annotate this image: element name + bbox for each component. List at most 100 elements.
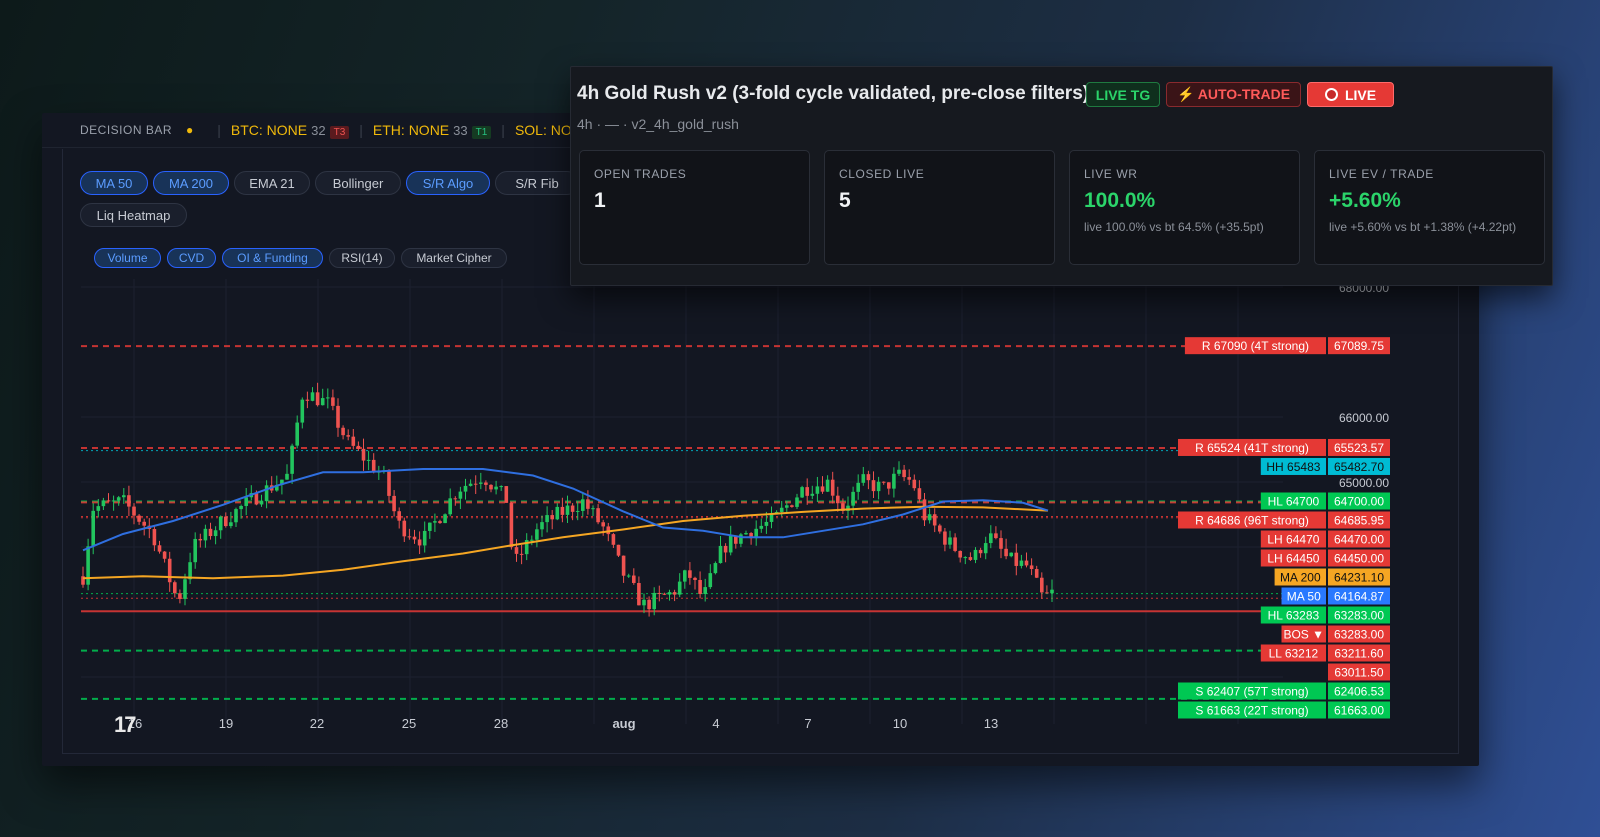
candle xyxy=(366,459,371,461)
candle xyxy=(1009,552,1013,557)
candle xyxy=(846,505,850,511)
candle xyxy=(586,499,590,509)
price-tag xyxy=(1328,337,1390,355)
candle xyxy=(152,529,157,546)
candle xyxy=(932,514,937,526)
candle xyxy=(683,570,687,582)
candle xyxy=(575,510,580,512)
live-tg-badge[interactable]: LIVE TG xyxy=(1086,82,1160,107)
candle xyxy=(830,479,835,496)
ma200-line xyxy=(82,505,1049,580)
candle xyxy=(132,506,136,516)
price-tag xyxy=(1328,530,1390,548)
candle xyxy=(433,521,437,523)
price-tag xyxy=(1328,549,1390,567)
candle xyxy=(1034,569,1039,578)
level-tag xyxy=(1178,438,1326,456)
candle xyxy=(1029,565,1034,570)
toggle-ema21[interactable]: EMA 21 xyxy=(234,171,310,195)
price-tag-label: 61663.00 xyxy=(1334,704,1384,718)
card-value: 5 xyxy=(839,189,851,212)
candle xyxy=(1004,548,1008,557)
pane-oi-funding[interactable]: OI & Funding xyxy=(222,248,323,268)
candle xyxy=(647,599,651,610)
candle xyxy=(290,445,294,474)
pane-rsi[interactable]: RSI(14) xyxy=(329,248,395,268)
candle xyxy=(871,480,876,492)
price-tag xyxy=(1328,606,1390,624)
decision-btc[interactable]: BTC: NONE 32 T3 xyxy=(231,122,350,139)
price-tag-label: 63011.50 xyxy=(1334,666,1383,680)
chart-panel: MA 50 MA 200 EMA 21 Bollinger S/R Algo S… xyxy=(62,149,1459,754)
candle xyxy=(540,522,544,530)
toggle-sr-algo[interactable]: S/R Algo xyxy=(406,171,490,195)
level-tag-label: BOS ▼ xyxy=(1283,628,1324,642)
candle xyxy=(881,481,886,483)
candle xyxy=(254,493,259,505)
toggle-ma200[interactable]: MA 200 xyxy=(153,171,229,195)
pane-cvd[interactable]: CVD xyxy=(167,248,216,268)
candle xyxy=(336,405,340,428)
price-tag-label: 64700.00 xyxy=(1334,495,1384,509)
candle xyxy=(938,525,942,532)
price-tag xyxy=(1328,511,1390,529)
decision-eth-tag: T1 xyxy=(471,125,492,139)
level-tag-label: LH 64450 xyxy=(1267,552,1319,566)
x-tick-label: 10 xyxy=(893,716,907,731)
level-tag-label: S 61663 (22T strong) xyxy=(1195,704,1308,718)
candle xyxy=(443,514,447,524)
pane-market-cipher[interactable]: Market Cipher xyxy=(401,248,507,268)
candle xyxy=(866,474,871,481)
candle xyxy=(494,486,498,490)
candle xyxy=(550,515,554,520)
candle xyxy=(769,513,774,522)
decision-sol[interactable]: SOL: NO xyxy=(514,122,572,138)
candle xyxy=(1040,577,1044,593)
candle xyxy=(1050,589,1054,594)
status-dot-icon: ● xyxy=(186,123,194,137)
card-live-ev: LIVE EV / TRADE +5.60% live +5.60% vs bt… xyxy=(1314,150,1545,265)
candle xyxy=(397,511,401,521)
toggle-liq-heatmap[interactable]: Liq Heatmap xyxy=(80,203,187,227)
candle xyxy=(943,531,947,545)
price-tag xyxy=(1328,682,1390,700)
candle xyxy=(545,515,549,523)
level-tag xyxy=(1260,549,1326,567)
x-tick-label: aug xyxy=(612,716,635,731)
level-tag-label: S 62407 (57T strong) xyxy=(1195,685,1308,699)
candle xyxy=(407,536,412,538)
level-tag xyxy=(1178,511,1326,529)
x-tick-label: 4 xyxy=(712,716,719,731)
candle xyxy=(295,422,299,446)
candle xyxy=(739,534,743,544)
candle xyxy=(519,553,524,555)
live-button[interactable]: LIVE xyxy=(1307,82,1394,107)
candle xyxy=(116,497,121,501)
candle xyxy=(356,445,361,449)
pane-volume[interactable]: Volume xyxy=(94,248,161,268)
candle xyxy=(856,482,860,492)
toggle-bollinger[interactable]: Bollinger xyxy=(315,171,401,195)
candle xyxy=(412,536,417,540)
decision-eth[interactable]: ETH: NONE 33 T1 xyxy=(373,122,492,139)
candle xyxy=(764,521,769,526)
price-tag-label: 65482.70 xyxy=(1334,460,1384,474)
auto-trade-badge[interactable]: ⚡ AUTO-TRADE xyxy=(1166,82,1301,107)
candle xyxy=(728,535,733,553)
candle xyxy=(907,477,911,480)
candle xyxy=(81,576,85,585)
candle xyxy=(968,557,973,560)
level-tag-label: MA 50 xyxy=(1287,590,1321,604)
toggle-sr-fib[interactable]: S/R Fib xyxy=(495,171,579,195)
candle xyxy=(167,558,172,583)
candle xyxy=(948,537,952,545)
card-live-wr: LIVE WR 100.0% live 100.0% vs bt 64.5% (… xyxy=(1069,150,1300,265)
candle xyxy=(749,533,753,539)
candle xyxy=(983,543,988,554)
decision-bar-label: DECISION BAR xyxy=(80,123,173,137)
level-tag xyxy=(1184,337,1326,355)
card-label: LIVE EV / TRADE xyxy=(1329,167,1434,181)
toggle-ma50[interactable]: MA 50 xyxy=(80,171,148,195)
level-tag-label: HL 64700 xyxy=(1268,495,1320,509)
